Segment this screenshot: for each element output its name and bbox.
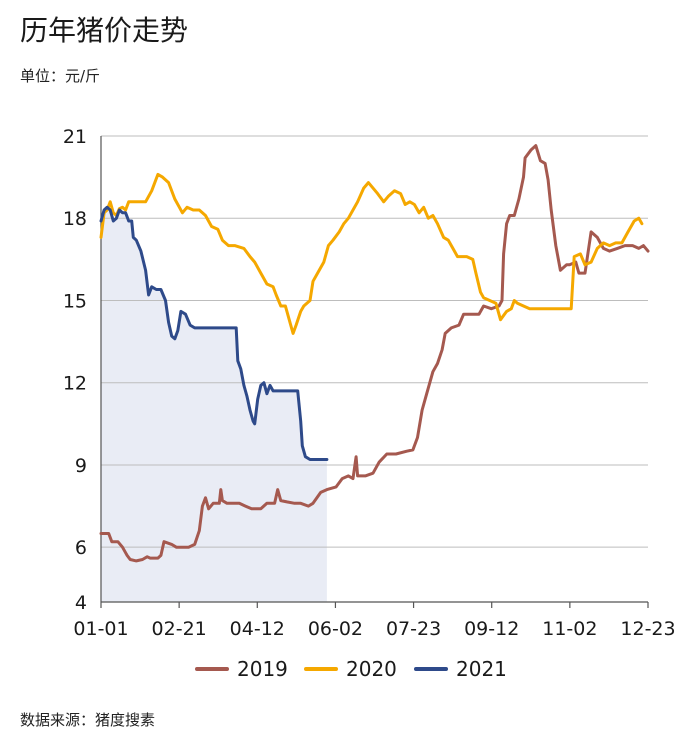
- y-tick-label: 4: [75, 592, 87, 614]
- unit-label: 单位：元/斤: [20, 67, 101, 85]
- y-tick-label: 18: [63, 208, 87, 230]
- series-line-2020: [99, 172, 644, 335]
- legend: 2019 2020 2021: [195, 657, 507, 681]
- x-tick-label: 06-02: [308, 618, 363, 640]
- x-tick-label: 11-02: [542, 618, 597, 640]
- area-layer: [101, 207, 327, 603]
- axes: 4 6 9 12 15 18 21 01-01 02-21 04-12 06-02 07-23 09-1…: [63, 126, 676, 640]
- legend-label-2019: 2019: [237, 657, 288, 681]
- area-fill-2021: [101, 207, 327, 603]
- x-tick-label: 04-12: [230, 618, 285, 640]
- x-tick-label: 12-23: [620, 618, 675, 640]
- y-tick-label: 9: [75, 455, 87, 477]
- x-tick-label: 09-12: [464, 618, 519, 640]
- y-tick-label: 15: [63, 290, 87, 312]
- source-label: 数据来源：猪度搜素: [20, 711, 156, 729]
- legend-label-2021: 2021: [456, 657, 507, 681]
- gridlines: [101, 135, 648, 548]
- legend-label-2020: 2020: [346, 657, 397, 681]
- chart-title: 历年猪价走势: [20, 14, 189, 47]
- series-line-2021: [99, 205, 329, 461]
- x-tick-label: 02-21: [152, 618, 207, 640]
- x-tick-label: 07-23: [386, 618, 441, 640]
- series-lines: [99, 144, 650, 563]
- y-tick-label: 12: [63, 373, 87, 395]
- series-line-2019: [99, 144, 650, 563]
- y-tick-label: 6: [75, 537, 87, 559]
- y-tick-label: 21: [63, 126, 87, 148]
- x-tick-label: 01-01: [73, 618, 128, 640]
